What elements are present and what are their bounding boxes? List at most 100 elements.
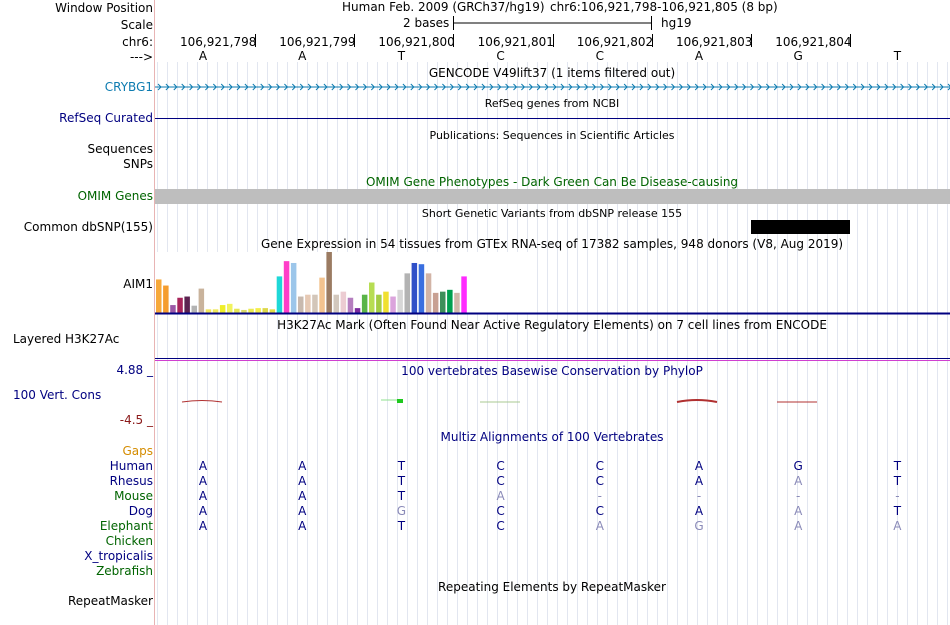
gencode-chevron	[434, 83, 439, 91]
species-label[interactable]: Mouse	[114, 489, 153, 503]
dbsnp-title[interactable]: Short Genetic Variants from dbSNP releas…	[421, 207, 683, 220]
publications-snps-label[interactable]: SNPs	[123, 157, 153, 171]
gencode-chevron	[339, 83, 344, 91]
repeatmasker-title[interactable]: Repeating Elements by RepeatMasker	[438, 580, 666, 594]
alignment-base: A	[595, 519, 604, 533]
gtex-bar	[305, 294, 311, 313]
species-label[interactable]: Dog	[128, 504, 153, 518]
gtex-bar	[354, 308, 361, 313]
gencode-chevron	[521, 83, 526, 91]
gtex-bar	[290, 262, 297, 313]
gencode-chevron	[536, 83, 541, 91]
omim-title[interactable]: OMIM Gene Phenotypes - Dark Green Can Be…	[365, 175, 739, 189]
gencode-chevron	[189, 83, 194, 91]
refseq-title[interactable]: RefSeq genes from NCBI	[484, 97, 620, 110]
ruler-tick	[255, 34, 256, 47]
species-label[interactable]: X_tropicalis	[84, 549, 153, 563]
refseq-label[interactable]: RefSeq Curated	[59, 111, 153, 125]
gencode-chevron	[773, 83, 778, 91]
gencode-chevron	[923, 83, 929, 91]
gencode-chevron	[734, 83, 739, 91]
gencode-chevron	[299, 83, 304, 91]
gaps-label[interactable]: Gaps	[122, 444, 153, 458]
species-label[interactable]: Elephant	[99, 519, 153, 533]
h3k27ac-title[interactable]: H3K27Ac Mark (Often Found Near Active Re…	[277, 318, 827, 332]
alignment-base: A	[298, 489, 307, 503]
gtex-bar	[333, 294, 339, 313]
gencode-chevron	[860, 83, 865, 91]
alignment-base: A	[694, 504, 704, 518]
alignment-base: A	[198, 519, 208, 533]
gencode-gene-label[interactable]: CRYBG1	[104, 80, 153, 94]
track-area[interactable]: Human Feb. 2009 (GRCh37/hg19) chr6:106,9…	[155, 0, 950, 625]
gencode-chevron	[212, 83, 218, 91]
species-label[interactable]: Rhesus	[109, 474, 153, 488]
multiz-title[interactable]: Multiz Alignments of 100 Vertebrates	[440, 430, 664, 444]
alignment-base: A	[893, 519, 902, 533]
dbsnp-label[interactable]: Common dbSNP(155)	[23, 220, 153, 234]
alignment-base: A	[298, 459, 307, 473]
gencode-chevron	[600, 83, 605, 91]
ruler-position: 106,921,804	[775, 35, 852, 49]
alignment-base: C	[496, 504, 505, 518]
gtex-title[interactable]: Gene Expression in 54 tissues from GTEx …	[260, 237, 844, 251]
gencode-chevron	[844, 83, 850, 91]
species-label[interactable]: Human	[109, 459, 153, 473]
gencode-chevron	[631, 83, 636, 91]
gencode-chevron	[505, 83, 510, 91]
species-label[interactable]: Zebrafish	[96, 564, 153, 578]
publications-sequences-label[interactable]: Sequences	[87, 142, 153, 156]
gencode-gene-line[interactable]	[155, 82, 950, 92]
gtex-bar	[227, 303, 233, 313]
alignment-base: -	[895, 489, 900, 503]
coordinate-title: chr6:106,921,798-106,921,805 (8 bp)	[550, 0, 778, 14]
gtex-bar	[283, 261, 290, 313]
gtex-bar	[255, 308, 261, 313]
gencode-chevron	[837, 83, 842, 91]
gencode-chevron	[497, 83, 502, 91]
species-label[interactable]: Chicken	[105, 534, 153, 548]
phylop-min-label: -4.5 _	[119, 413, 153, 427]
gtex-bar	[241, 309, 247, 313]
refseq-gene-line[interactable]	[155, 118, 950, 119]
gencode-chevron	[679, 83, 684, 91]
phylop-title[interactable]: 100 vertebrates Basewise Conservation by…	[401, 364, 703, 378]
repeatmasker-label[interactable]: RepeatMasker	[67, 594, 153, 608]
h3k27ac-label[interactable]: Layered H3K27Ac	[13, 332, 120, 346]
phylop-plot[interactable]	[155, 396, 950, 408]
publications-title[interactable]: Publications: Sequences in Scientific Ar…	[429, 129, 675, 142]
gtex-bar	[461, 276, 467, 313]
phylop-label[interactable]: 100 Vert. Cons	[13, 388, 102, 402]
reference-base: G	[793, 49, 803, 63]
label-divider	[154, 0, 155, 625]
gencode-chevron	[584, 83, 589, 91]
alignment-base: T	[893, 504, 902, 518]
gencode-chevron	[410, 83, 415, 91]
gtex-bar	[219, 305, 226, 313]
base-gridlines	[157, 62, 948, 625]
gencode-chevron	[157, 83, 162, 91]
reference-base: C	[595, 49, 604, 63]
gencode-title[interactable]: GENCODE V49lift37 (1 items filtered out)	[428, 66, 676, 80]
gencode-chevron	[402, 83, 407, 91]
gencode-chevron	[947, 83, 950, 91]
gencode-chevron	[197, 83, 202, 91]
scale-label: Scale	[120, 18, 153, 32]
gtex-label[interactable]: AIM1	[123, 277, 153, 291]
h3k27ac-line-2	[155, 360, 950, 361]
gtex-chart[interactable]	[155, 252, 950, 315]
gtex-bar	[454, 292, 460, 313]
gencode-chevron	[718, 83, 723, 91]
gtex-bar	[163, 285, 169, 313]
gencode-chevron	[607, 83, 613, 91]
omim-label[interactable]: OMIM Genes	[77, 189, 153, 203]
phylop-max-label: 4.88 _	[116, 363, 153, 377]
gtex-bar	[340, 291, 347, 313]
dbsnp-variant[interactable]	[751, 220, 850, 234]
gencode-chevron	[568, 83, 573, 91]
alignment-base: T	[397, 459, 406, 473]
alignment-base: A	[794, 474, 803, 488]
ruler-tick	[453, 34, 455, 47]
gencode-chevron	[268, 83, 273, 91]
omim-bar[interactable]	[155, 189, 950, 204]
